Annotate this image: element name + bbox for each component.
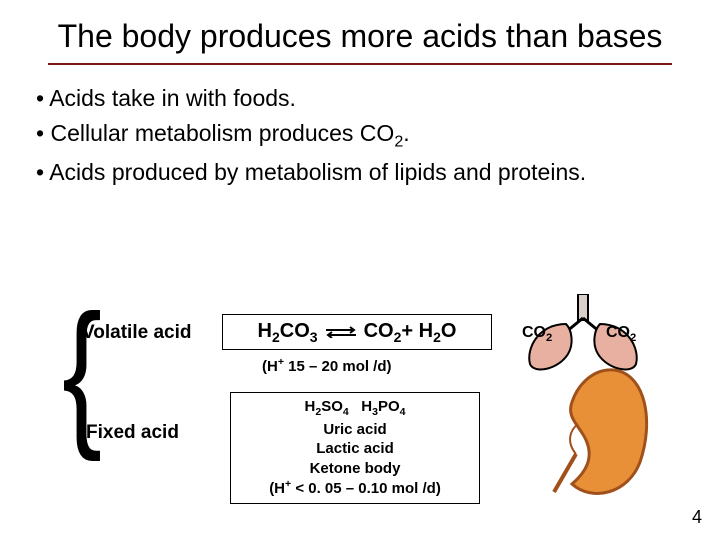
bullet-text: Acids produced by metabolism of lipids a… (49, 159, 586, 185)
co2-label-left: CO2 (522, 324, 552, 344)
fixed-acid-box: H2SO4 H3PO4 Uric acid Lactic acid Ketone… (230, 392, 480, 504)
fixed-line: Ketone body (237, 459, 473, 479)
equation-box: H2CO3 CO2+ H2O (222, 314, 492, 350)
bullet-item: Acids take in with foods. (36, 83, 684, 114)
fixed-acid-label: Fixed acid (86, 422, 179, 444)
co2-label-right: CO2 (606, 324, 636, 344)
slide-number: 4 (692, 507, 702, 528)
bullet-text: Acids take in with foods. (49, 85, 296, 111)
bullet-list: Acids take in with foods. Cellular metab… (0, 83, 720, 188)
equilibrium-arrow-icon (324, 326, 358, 338)
bullet-item: Acids produced by metabolism of lipids a… (36, 157, 684, 188)
volatile-acid-label: Volatile acid (82, 322, 191, 344)
fixed-line: H2SO4 H3PO4 (237, 397, 473, 420)
fixed-line: Lactic acid (237, 439, 473, 459)
slide-title: The body produces more acids than bases (0, 0, 720, 63)
equation-right: CO2+ H2O (364, 320, 457, 345)
title-underline (48, 63, 672, 65)
volatile-rate: (H+ 15 – 20 mol /d) (262, 356, 392, 375)
kidney-icon (536, 362, 656, 502)
diagram-area: { Volatile acid Fixed acid H2CO3 CO2+ H2… (0, 300, 720, 530)
bullet-item: Cellular metabolism produces CO2. (36, 118, 684, 153)
bullet-text: Cellular metabolism produces CO2. (50, 120, 409, 146)
fixed-line: Uric acid (237, 420, 473, 440)
equation-left: H2CO3 (258, 320, 318, 345)
fixed-line: (H+ < 0. 05 – 0.10 mol /d) (237, 478, 473, 499)
